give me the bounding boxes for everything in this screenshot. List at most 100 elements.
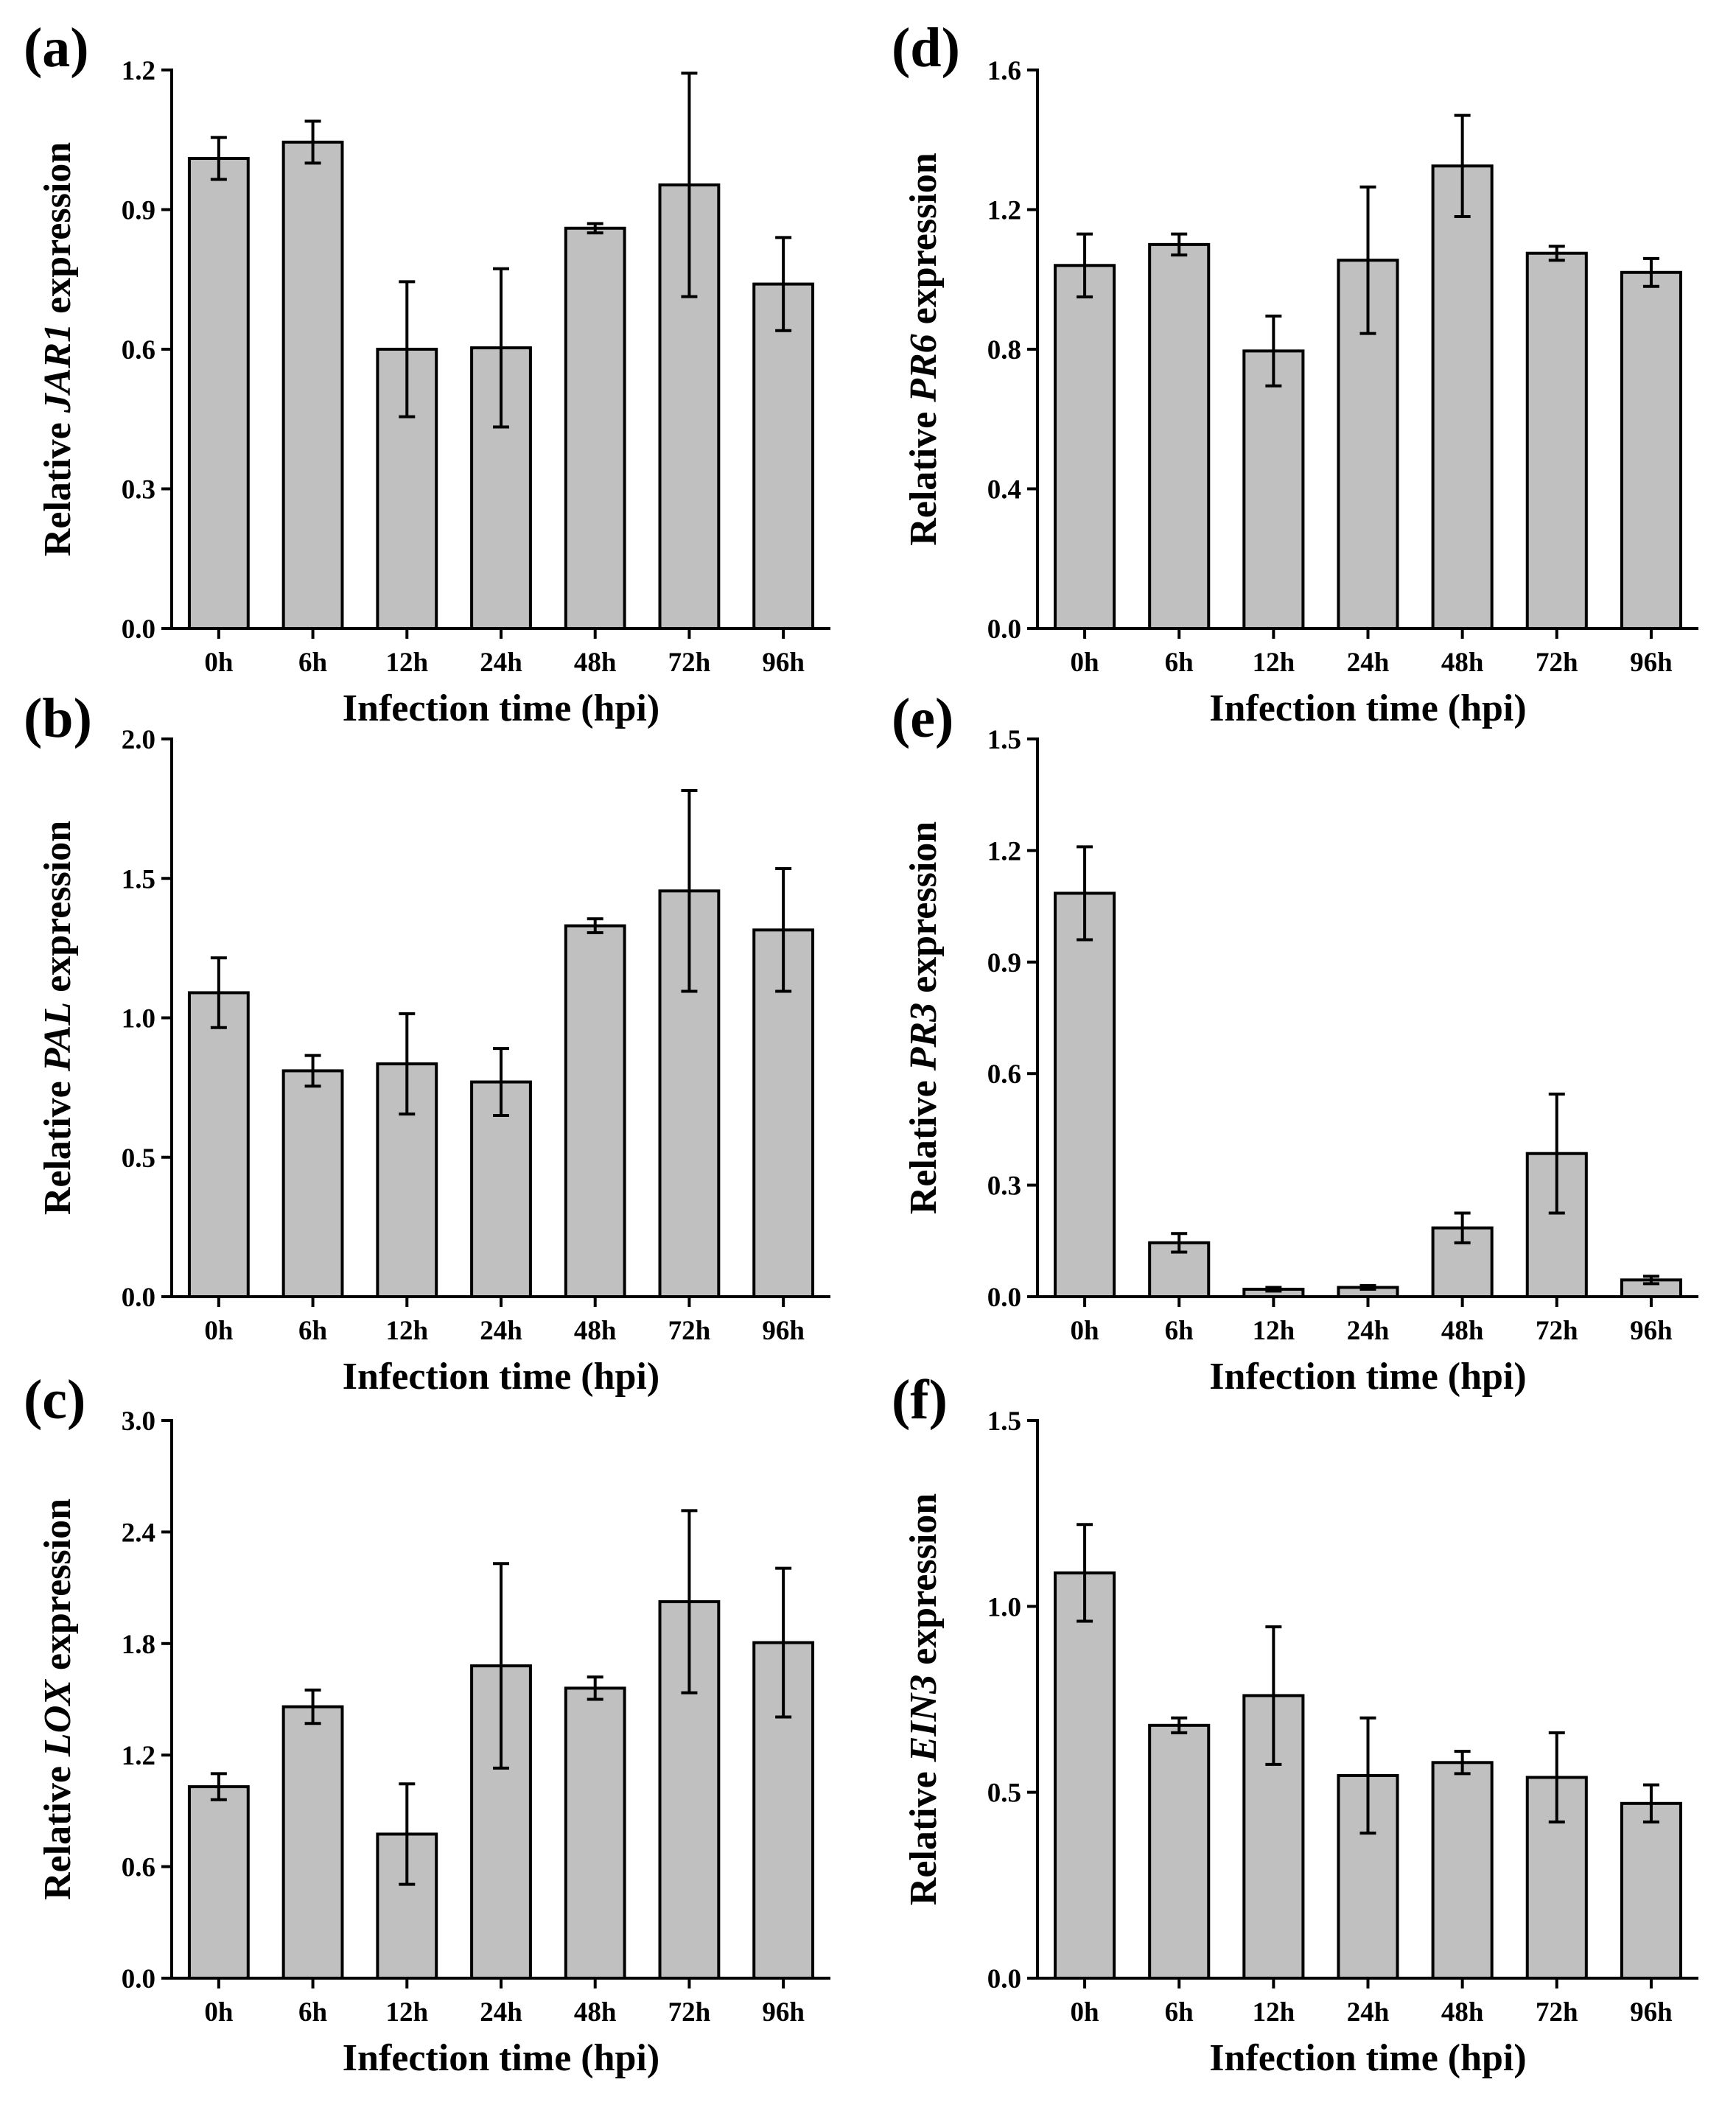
x-tick-label: 12h — [385, 1997, 428, 2028]
bar — [281, 1069, 344, 1299]
chart-panel: 0.0 0.3 0.6 0.9 1.2 0h 6h 12h 24h 48h 72h 96h Infect… — [24, 17, 830, 729]
y-axis-title-gene: PR6 — [903, 334, 945, 402]
y-tick-label: 0.6 — [122, 1853, 155, 1883]
x-tick-label: 6h — [1165, 1316, 1194, 1346]
panel-letter: (c) — [24, 1369, 85, 1431]
bar — [1054, 891, 1116, 1298]
y-tick-label: 0.0 — [987, 1964, 1021, 1994]
y-tick-label: 0.8 — [987, 335, 1021, 365]
bar — [658, 889, 721, 1298]
bar — [1620, 270, 1682, 630]
y-tick-label: 1.8 — [122, 1630, 155, 1660]
x-tick-label: 24h — [1347, 1997, 1390, 2028]
panel-letter: (d) — [892, 17, 960, 79]
y-tick-label: 1.0 — [122, 1004, 155, 1034]
y-tick-label: 1.5 — [987, 1406, 1021, 1437]
x-tick-label: 96h — [1630, 1316, 1673, 1346]
x-tick-label: 0h — [204, 1316, 234, 1346]
y-tick-label: 0.0 — [987, 614, 1021, 645]
y-tick-label: 1.0 — [987, 1592, 1021, 1622]
x-tick-label: 48h — [574, 1316, 617, 1346]
y-axis-title-prefix: Relative — [903, 402, 945, 546]
y-tick-label: 0.6 — [122, 335, 155, 365]
x-tick-label: 24h — [480, 1316, 522, 1346]
bar — [1148, 242, 1211, 630]
x-tick-label: 24h — [480, 1997, 522, 2028]
x-tick-label: 48h — [1441, 1316, 1484, 1346]
x-tick-label: 0h — [1071, 1997, 1100, 2028]
x-tick-label: 72h — [1536, 648, 1578, 678]
panel-letter: (b) — [24, 687, 92, 749]
bar — [1148, 1723, 1211, 1980]
y-tick-label: 0.5 — [122, 1143, 155, 1174]
y-tick-label: 0.0 — [122, 1283, 155, 1313]
y-axis-title-gene: PAL — [37, 1002, 79, 1072]
x-tick-label: 12h — [1253, 1316, 1295, 1346]
x-tick-label: 72h — [668, 1997, 711, 2028]
x-tick-label: 72h — [1536, 1316, 1578, 1346]
bar — [564, 924, 626, 1298]
x-tick-label: 24h — [1347, 648, 1390, 678]
y-tick-label: 0.9 — [987, 948, 1021, 978]
y-tick-label: 0.0 — [122, 1964, 155, 1994]
chart-panel: 0.0 0.3 0.6 0.9 1.2 1.5 0h 6h 12h 24h 48h 72h 96h Inf… — [892, 687, 1698, 1398]
x-tick-label: 48h — [574, 648, 617, 678]
x-tick-label: 0h — [204, 1997, 234, 2028]
bar — [564, 226, 626, 630]
y-tick-label: 0.0 — [122, 614, 155, 645]
panel-letter: (a) — [24, 17, 89, 79]
x-tick-label: 0h — [204, 648, 234, 678]
y-tick-label: 0.4 — [987, 475, 1021, 505]
y-axis-title: Relative LOX expression — [37, 1499, 79, 1900]
y-axis-title: Relative EIN3 expression — [903, 1493, 945, 1906]
x-tick-label: 0h — [1071, 1316, 1100, 1346]
y-tick-label: 2.4 — [122, 1518, 155, 1548]
x-axis-title: Infection time (hpi) — [1209, 2037, 1526, 2079]
bar — [1242, 349, 1305, 630]
x-axis-title: Infection time (hpi) — [343, 1356, 659, 1398]
y-axis-title-suffix: expression — [903, 821, 945, 1003]
x-tick-label: 48h — [1441, 648, 1484, 678]
panel-letter: (e) — [892, 687, 953, 749]
y-axis-title-suffix: expression — [37, 142, 79, 323]
x-tick-label: 24h — [1347, 1316, 1390, 1346]
x-tick-label: 24h — [480, 648, 522, 678]
y-tick-label: 0.6 — [987, 1059, 1021, 1090]
x-axis-title: Infection time (hpi) — [343, 687, 659, 729]
bar — [187, 1785, 250, 1980]
y-axis-title-gene: JAR1 — [37, 323, 79, 413]
bar — [1620, 1801, 1682, 1980]
x-tick-label: 48h — [574, 1997, 617, 2028]
x-axis-title: Infection time (hpi) — [343, 2037, 659, 2079]
x-tick-label: 96h — [762, 1997, 805, 2028]
x-tick-label: 6h — [298, 1997, 328, 2028]
y-tick-label: 0.3 — [122, 475, 155, 505]
y-tick-label: 1.2 — [987, 836, 1021, 866]
x-tick-label: 72h — [1536, 1997, 1578, 2028]
x-tick-label: 48h — [1441, 1997, 1484, 2028]
x-tick-label: 96h — [1630, 1997, 1673, 2028]
x-axis-title: Infection time (hpi) — [1209, 687, 1526, 729]
x-tick-label: 12h — [385, 1316, 428, 1346]
bar — [1431, 164, 1494, 630]
y-tick-label: 0.9 — [122, 196, 155, 226]
chart-panel: 0.0 0.5 1.0 1.5 0h 6h 12h 24h 48h 72h 96h Infection… — [892, 1369, 1698, 2079]
y-tick-label: 1.2 — [122, 1741, 155, 1771]
bar — [564, 1686, 626, 1980]
y-tick-label: 3.0 — [122, 1406, 155, 1437]
y-axis-title-gene: LOX — [37, 1679, 79, 1757]
y-axis-title-suffix: expression — [903, 1493, 945, 1675]
x-tick-label: 12h — [385, 648, 428, 678]
panel-letter: (f) — [892, 1369, 948, 1431]
bar — [187, 991, 250, 1299]
y-axis-title-suffix: expression — [37, 821, 79, 1002]
y-axis-title-gene: PR3 — [903, 1003, 945, 1071]
y-axis-title-prefix: Relative — [37, 1071, 79, 1215]
y-tick-label: 1.2 — [987, 196, 1021, 226]
x-tick-label: 6h — [1165, 648, 1194, 678]
bar — [187, 157, 250, 630]
x-tick-label: 72h — [668, 1316, 711, 1346]
y-axis-title-suffix: expression — [37, 1499, 79, 1680]
